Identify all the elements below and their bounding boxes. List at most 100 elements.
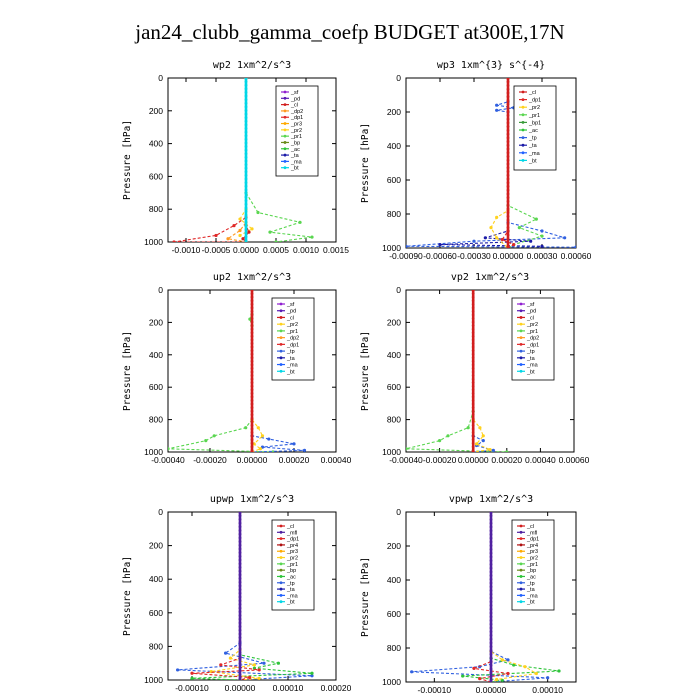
profile-marker	[506, 147, 510, 151]
profile-marker	[238, 599, 242, 603]
profile-marker	[250, 313, 254, 317]
profile-marker	[250, 317, 254, 320]
legend-marker	[519, 363, 523, 366]
profile-marker	[489, 585, 493, 589]
profile-marker	[471, 399, 475, 402]
legend-label: _ta	[286, 356, 296, 362]
profile-marker	[244, 101, 248, 105]
profile-marker	[471, 409, 475, 413]
profile-marker	[471, 334, 475, 338]
y-tick-label: 0	[396, 507, 401, 517]
series-line-dp2	[226, 78, 247, 242]
series-point-ac	[276, 661, 280, 665]
legend-marker	[519, 568, 523, 572]
series-point-pr1	[310, 235, 314, 239]
profile-marker	[506, 222, 510, 226]
legend-label: _bt	[290, 166, 299, 172]
profile-marker	[244, 105, 248, 109]
profile-marker	[471, 377, 475, 381]
profile-marker	[506, 188, 510, 192]
profile-marker	[250, 424, 254, 427]
legend-marker	[279, 587, 283, 591]
profile-marker	[489, 648, 493, 652]
profile-marker	[250, 309, 254, 313]
profile-marker	[238, 529, 242, 532]
profile-marker	[489, 630, 493, 634]
legend: _cl_mfl_dp1_pr4_pr3_pr2_pr1_bp_ac_tp_ta_…	[271, 519, 315, 611]
profile-marker	[489, 622, 493, 626]
profile-marker	[244, 116, 248, 120]
y-tick-label: 800	[149, 204, 163, 214]
legend-marker	[519, 556, 523, 559]
series-point-tp	[574, 245, 576, 248]
legend-marker	[519, 530, 523, 534]
profile-marker	[244, 130, 248, 134]
profile-marker	[506, 211, 510, 215]
profile-marker	[250, 352, 254, 356]
profile-marker	[238, 639, 242, 643]
profile-marker	[489, 581, 493, 585]
legend: _cl _dp1_pr2 _pr1_bp1 _ac _tp_ta _ma_bt	[513, 85, 557, 171]
profile-marker	[244, 127, 248, 130]
profile-marker	[250, 324, 254, 328]
profile-marker	[489, 589, 493, 592]
series-point-tp	[410, 670, 414, 674]
series-line-pr2	[472, 290, 493, 452]
legend-marker	[279, 369, 283, 373]
legend-label: _pd	[526, 309, 536, 315]
profile-marker	[471, 356, 475, 360]
profile-marker	[506, 155, 510, 158]
profile-marker	[250, 391, 254, 395]
profile-marker	[238, 562, 242, 566]
profile-marker	[250, 395, 254, 399]
profile-marker	[506, 214, 510, 218]
legend-label: _dp1	[526, 342, 539, 348]
profile-marker	[489, 615, 493, 619]
profile-marker	[506, 244, 510, 248]
x-tick-label: 0.00000	[458, 455, 489, 465]
legend-label: _pr4	[526, 543, 538, 549]
legend-marker	[279, 322, 283, 326]
profile-marker	[238, 591, 242, 595]
profile-marker	[471, 424, 475, 427]
series-point-pr1	[268, 230, 272, 234]
profile-marker	[471, 299, 475, 303]
legend-label: _ma	[290, 159, 303, 165]
legend-label: _dp1	[286, 537, 299, 543]
profile-marker	[471, 395, 475, 399]
series-point-dp1	[500, 237, 504, 242]
legend-label: _tp	[528, 136, 537, 142]
legend-marker	[283, 153, 287, 157]
profile-marker	[471, 317, 475, 320]
y-tick-label: 800	[149, 415, 163, 425]
profile-marker	[489, 660, 493, 663]
y-tick-label: 600	[149, 171, 163, 181]
legend-marker	[279, 530, 283, 534]
plot-title: vp2 1xm^2/s^3	[451, 272, 529, 283]
profile-marker	[489, 518, 493, 521]
profile-marker	[506, 121, 510, 125]
profile-marker	[250, 370, 254, 374]
profile-marker	[244, 174, 248, 177]
legend: _cl_mfl_dp1_pr4_pr3_pr2_pr1_bp_ac_tp_ta_…	[511, 519, 555, 611]
y-tick-label: 200	[387, 317, 401, 327]
series-point-pr1	[446, 434, 450, 438]
profile-marker	[238, 532, 242, 536]
series-group	[176, 512, 314, 680]
series-point-tp	[495, 103, 499, 107]
legend-marker	[279, 349, 283, 353]
y-tick-label: 600	[387, 382, 401, 392]
series-point-dp1	[506, 671, 510, 676]
profile-marker	[489, 663, 493, 667]
series-point-tp	[292, 442, 296, 446]
panel-5: upwp 1xm^2/s^3 Pressure [hPa] 0 200 400 600 80…	[122, 494, 352, 693]
profile-marker	[506, 117, 510, 121]
profile-marker	[250, 381, 254, 385]
x-tick-label: 0.00040	[321, 455, 352, 465]
legend-label: _pr3	[526, 549, 538, 555]
legend-label: _mfl	[286, 530, 297, 536]
profile-marker	[238, 536, 242, 540]
profile-marker	[250, 434, 254, 438]
plot-title: upwp 1xm^2/s^3	[210, 494, 294, 505]
legend-marker	[519, 302, 523, 306]
